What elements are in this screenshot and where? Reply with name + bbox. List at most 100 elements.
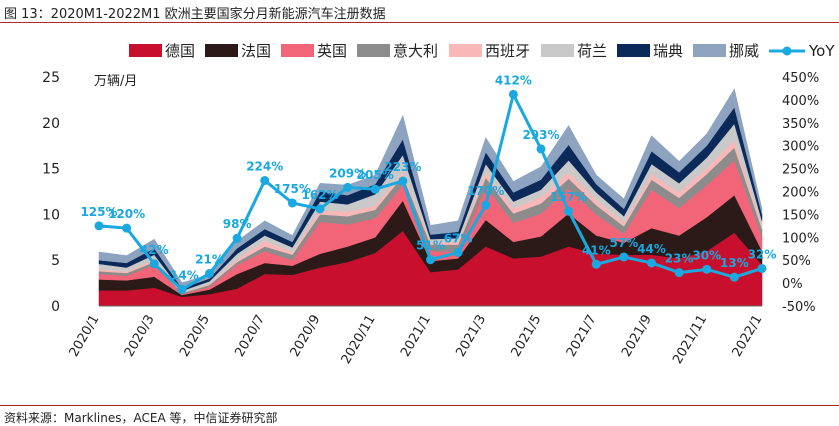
y2-tick-label: 150% — [782, 208, 819, 223]
yoy-point — [232, 233, 242, 243]
yoy-data-label: 51% — [416, 239, 445, 253]
legend-label-yoy: YoY — [808, 42, 835, 60]
y2-tick-label: 50% — [782, 254, 811, 269]
yoy-point — [287, 198, 297, 208]
yoy-data-label: 162% — [301, 188, 338, 202]
legend-label-sweden: 瑞典 — [653, 42, 683, 60]
yoy-series: 125%120% 42% -14% 21% 98% 224% 175%162% 209%205… — [80, 73, 777, 295]
x-tick-label: 2020/5 — [177, 313, 213, 360]
figure-title: 图 13：2020M1-2022M1 欧洲主要国家分月新能源汽车注册数据 — [4, 7, 386, 22]
yoy-point — [729, 272, 739, 282]
x-tick-label: 2021/7 — [564, 313, 600, 360]
x-tick-label: 2021/3 — [453, 313, 489, 360]
legend-swatch-france — [205, 44, 238, 57]
legend-swatch-italy — [357, 44, 390, 57]
yoy-point — [536, 144, 546, 154]
x-tick-label: 2020/11 — [339, 313, 379, 367]
yoy-data-label: 293% — [522, 128, 559, 142]
yoy-data-label: 41% — [582, 243, 611, 257]
x-tick-label: 2021/11 — [670, 313, 710, 367]
y2-tick-label: 200% — [782, 186, 819, 201]
yoy-data-label: 223% — [384, 160, 421, 174]
yoy-point — [205, 268, 214, 278]
yoy-point — [647, 258, 656, 268]
y2-tick-label: 300% — [782, 140, 819, 155]
source-note: 资料来源：Marklines，ACEA 等，中信证券研究部 — [4, 411, 278, 425]
yoy-data-label: -14% — [165, 269, 199, 283]
x-tick-label: 2022/1 — [730, 313, 766, 360]
y-tick-label: 25 — [42, 70, 60, 86]
y2-tick-label: 0% — [782, 277, 803, 292]
y-tick-label: 15 — [42, 162, 60, 178]
yoy-point — [702, 264, 712, 274]
yoy-data-label: 209% — [329, 166, 366, 180]
legend-swatch-spain — [449, 44, 482, 57]
yoy-point — [315, 204, 325, 214]
yoy-data-label: 205% — [357, 168, 394, 182]
yoy-data-label: 57% — [610, 236, 639, 250]
yoy-data-label: 170% — [467, 184, 504, 198]
stacked-area-chart: 德国 法国 英国 意大利 西班牙 荷兰 瑞典 挪威 YoY 0 5 10 15 20 25 -50% 0% 50… — [42, 42, 835, 367]
yoy-data-label: 175% — [274, 182, 311, 196]
yoy-data-label: 412% — [495, 73, 532, 87]
x-tick-label: 2020/7 — [232, 313, 268, 360]
x-tick-label: 2020/1 — [67, 313, 103, 360]
y2-tick-label: 400% — [782, 94, 819, 109]
yoy-data-label: 30% — [692, 248, 721, 262]
yoy-point — [564, 206, 574, 216]
y2-tick-label: 450% — [782, 71, 819, 86]
yoy-data-label: 98% — [223, 217, 252, 231]
yoy-point — [343, 182, 353, 192]
yoy-point — [453, 247, 463, 257]
legend-label-spain: 西班牙 — [485, 42, 530, 60]
yoy-point — [481, 200, 491, 210]
yoy-point — [591, 259, 601, 269]
yoy-point — [260, 176, 270, 186]
legend-label-norway: 挪威 — [729, 42, 759, 60]
yoy-data-label: 32% — [748, 247, 777, 261]
y2-tick-label: 350% — [782, 117, 819, 132]
y-tick-label: 5 — [51, 253, 60, 269]
legend-marker-yoy — [782, 46, 792, 56]
legend-label-germany: 德国 — [165, 42, 195, 60]
yoy-point — [177, 285, 187, 295]
y-tick-label: 20 — [42, 116, 60, 132]
yoy-data-label: 23% — [665, 252, 694, 266]
x-tick-label: 2021/1 — [398, 313, 434, 360]
yoy-point — [426, 255, 435, 265]
y-axis-label: 万辆/月 — [94, 74, 137, 89]
title-bar: 图 13：2020M1-2022M1 欧洲主要国家分月新能源汽车注册数据 — [0, 0, 839, 23]
yoy-data-label: 44% — [637, 242, 666, 256]
yoy-point — [94, 221, 104, 231]
x-tick-label: 2020/3 — [122, 313, 158, 360]
yoy-data-label: 120% — [108, 207, 145, 221]
yoy-point — [508, 89, 518, 99]
legend-swatch-uk — [281, 44, 314, 57]
y2-tick-label: 100% — [782, 231, 819, 246]
y2-tick-label: 250% — [782, 163, 819, 178]
x-tick-label: 2021/5 — [509, 313, 545, 360]
yoy-data-label: 42% — [140, 243, 169, 257]
chart-legend: 德国 法国 英国 意大利 西班牙 荷兰 瑞典 挪威 YoY — [129, 42, 835, 60]
yoy-point — [122, 223, 132, 233]
yoy-point — [398, 176, 408, 186]
y2-tick-label: -50% — [782, 300, 816, 315]
legend-swatch-sweden — [617, 44, 650, 57]
legend-swatch-norway — [693, 44, 726, 57]
yoy-data-label: 224% — [246, 160, 283, 174]
legend-label-france: 法国 — [241, 42, 271, 60]
yoy-data-label: 157% — [550, 190, 587, 204]
yoy-data-label: 125% — [80, 205, 117, 219]
area-norway — [98, 88, 763, 289]
yoy-point — [757, 263, 767, 273]
yoy-data-label: 13% — [720, 256, 749, 270]
legend-swatch-netherlands — [541, 44, 574, 57]
yoy-point — [674, 268, 684, 278]
yoy-point — [149, 259, 159, 269]
yoy-point — [370, 184, 380, 194]
y-tick-label: 0 — [51, 299, 60, 315]
y-tick-label: 10 — [42, 207, 60, 223]
footer-divider — [0, 405, 839, 406]
x-tick-label: 2020/9 — [288, 313, 324, 360]
yoy-data-label: 21% — [195, 252, 224, 266]
